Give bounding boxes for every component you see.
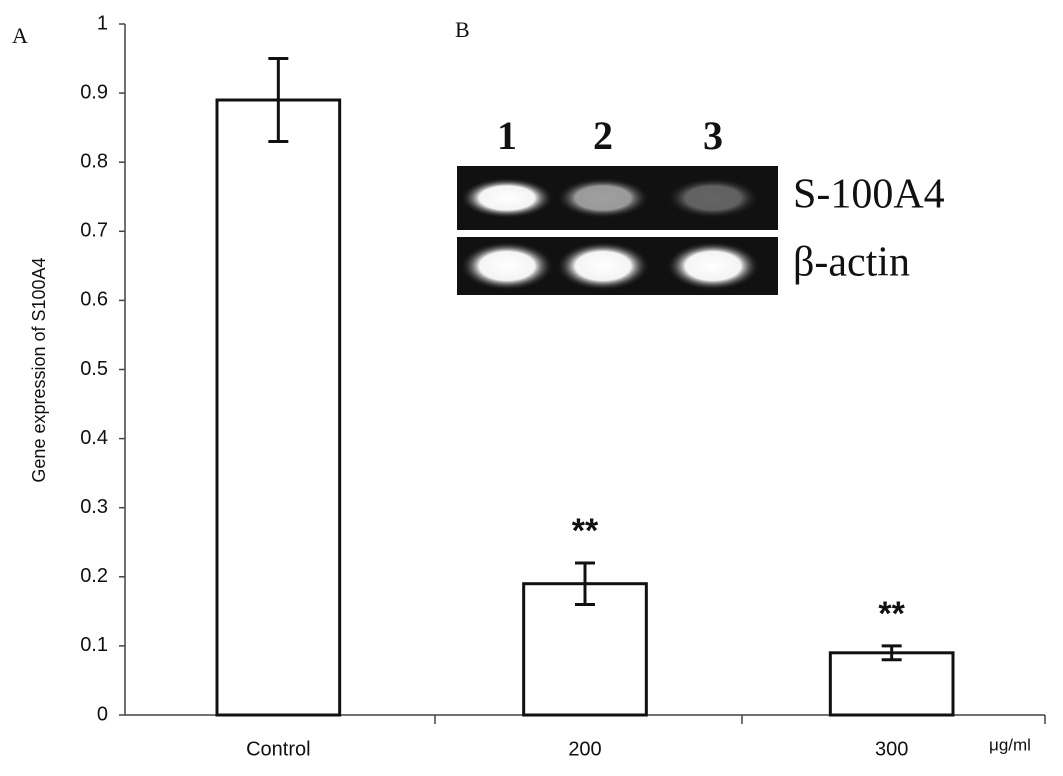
y-tick-label: 0.3: [80, 496, 108, 518]
significance-label: **: [878, 595, 905, 633]
panel-label: A: [12, 23, 28, 48]
gel-band: [557, 178, 649, 218]
y-tick-label: 0.7: [80, 220, 108, 242]
lane-label: 1: [497, 113, 517, 158]
gel-band: [667, 178, 759, 218]
panel-label: B: [455, 17, 470, 42]
significance-label: **: [572, 512, 599, 550]
gel-row-label: β-actin: [793, 240, 910, 286]
x-tick-label: Control: [246, 738, 310, 760]
gel-band: [461, 242, 553, 290]
y-tick-label: 0.9: [80, 81, 108, 103]
y-tick-label: 0.4: [80, 427, 108, 449]
gel-band: [557, 242, 649, 290]
y-tick-label: 0.8: [80, 150, 108, 172]
y-tick-label: 0.5: [80, 358, 108, 380]
y-tick-label: 0.6: [80, 289, 108, 311]
error-bar: [268, 57, 289, 143]
y-axis-label: Gene expression of S100A4: [29, 257, 49, 482]
lane-label: 3: [703, 113, 723, 158]
x-tick-label: 300: [875, 738, 908, 760]
error-bar: [575, 561, 595, 606]
error-bar: [881, 644, 902, 662]
bar: [828, 651, 955, 717]
x-tick-label: 200: [568, 738, 601, 760]
gel-band: [667, 242, 759, 290]
gel-inset: 1 2 3 S-100A4 β-actin: [457, 113, 945, 295]
x-unit: μg/ml: [989, 735, 1031, 754]
bar: [215, 98, 342, 717]
y-tick-label: 0: [97, 703, 108, 725]
y-tick-label: 0.2: [80, 565, 108, 587]
gel-row-label: S-100A4: [793, 172, 945, 218]
y-tick-label: 1: [97, 12, 108, 34]
y-tick-label: 0.1: [80, 634, 108, 656]
gel-band: [461, 178, 553, 218]
lane-label: 2: [593, 113, 613, 158]
